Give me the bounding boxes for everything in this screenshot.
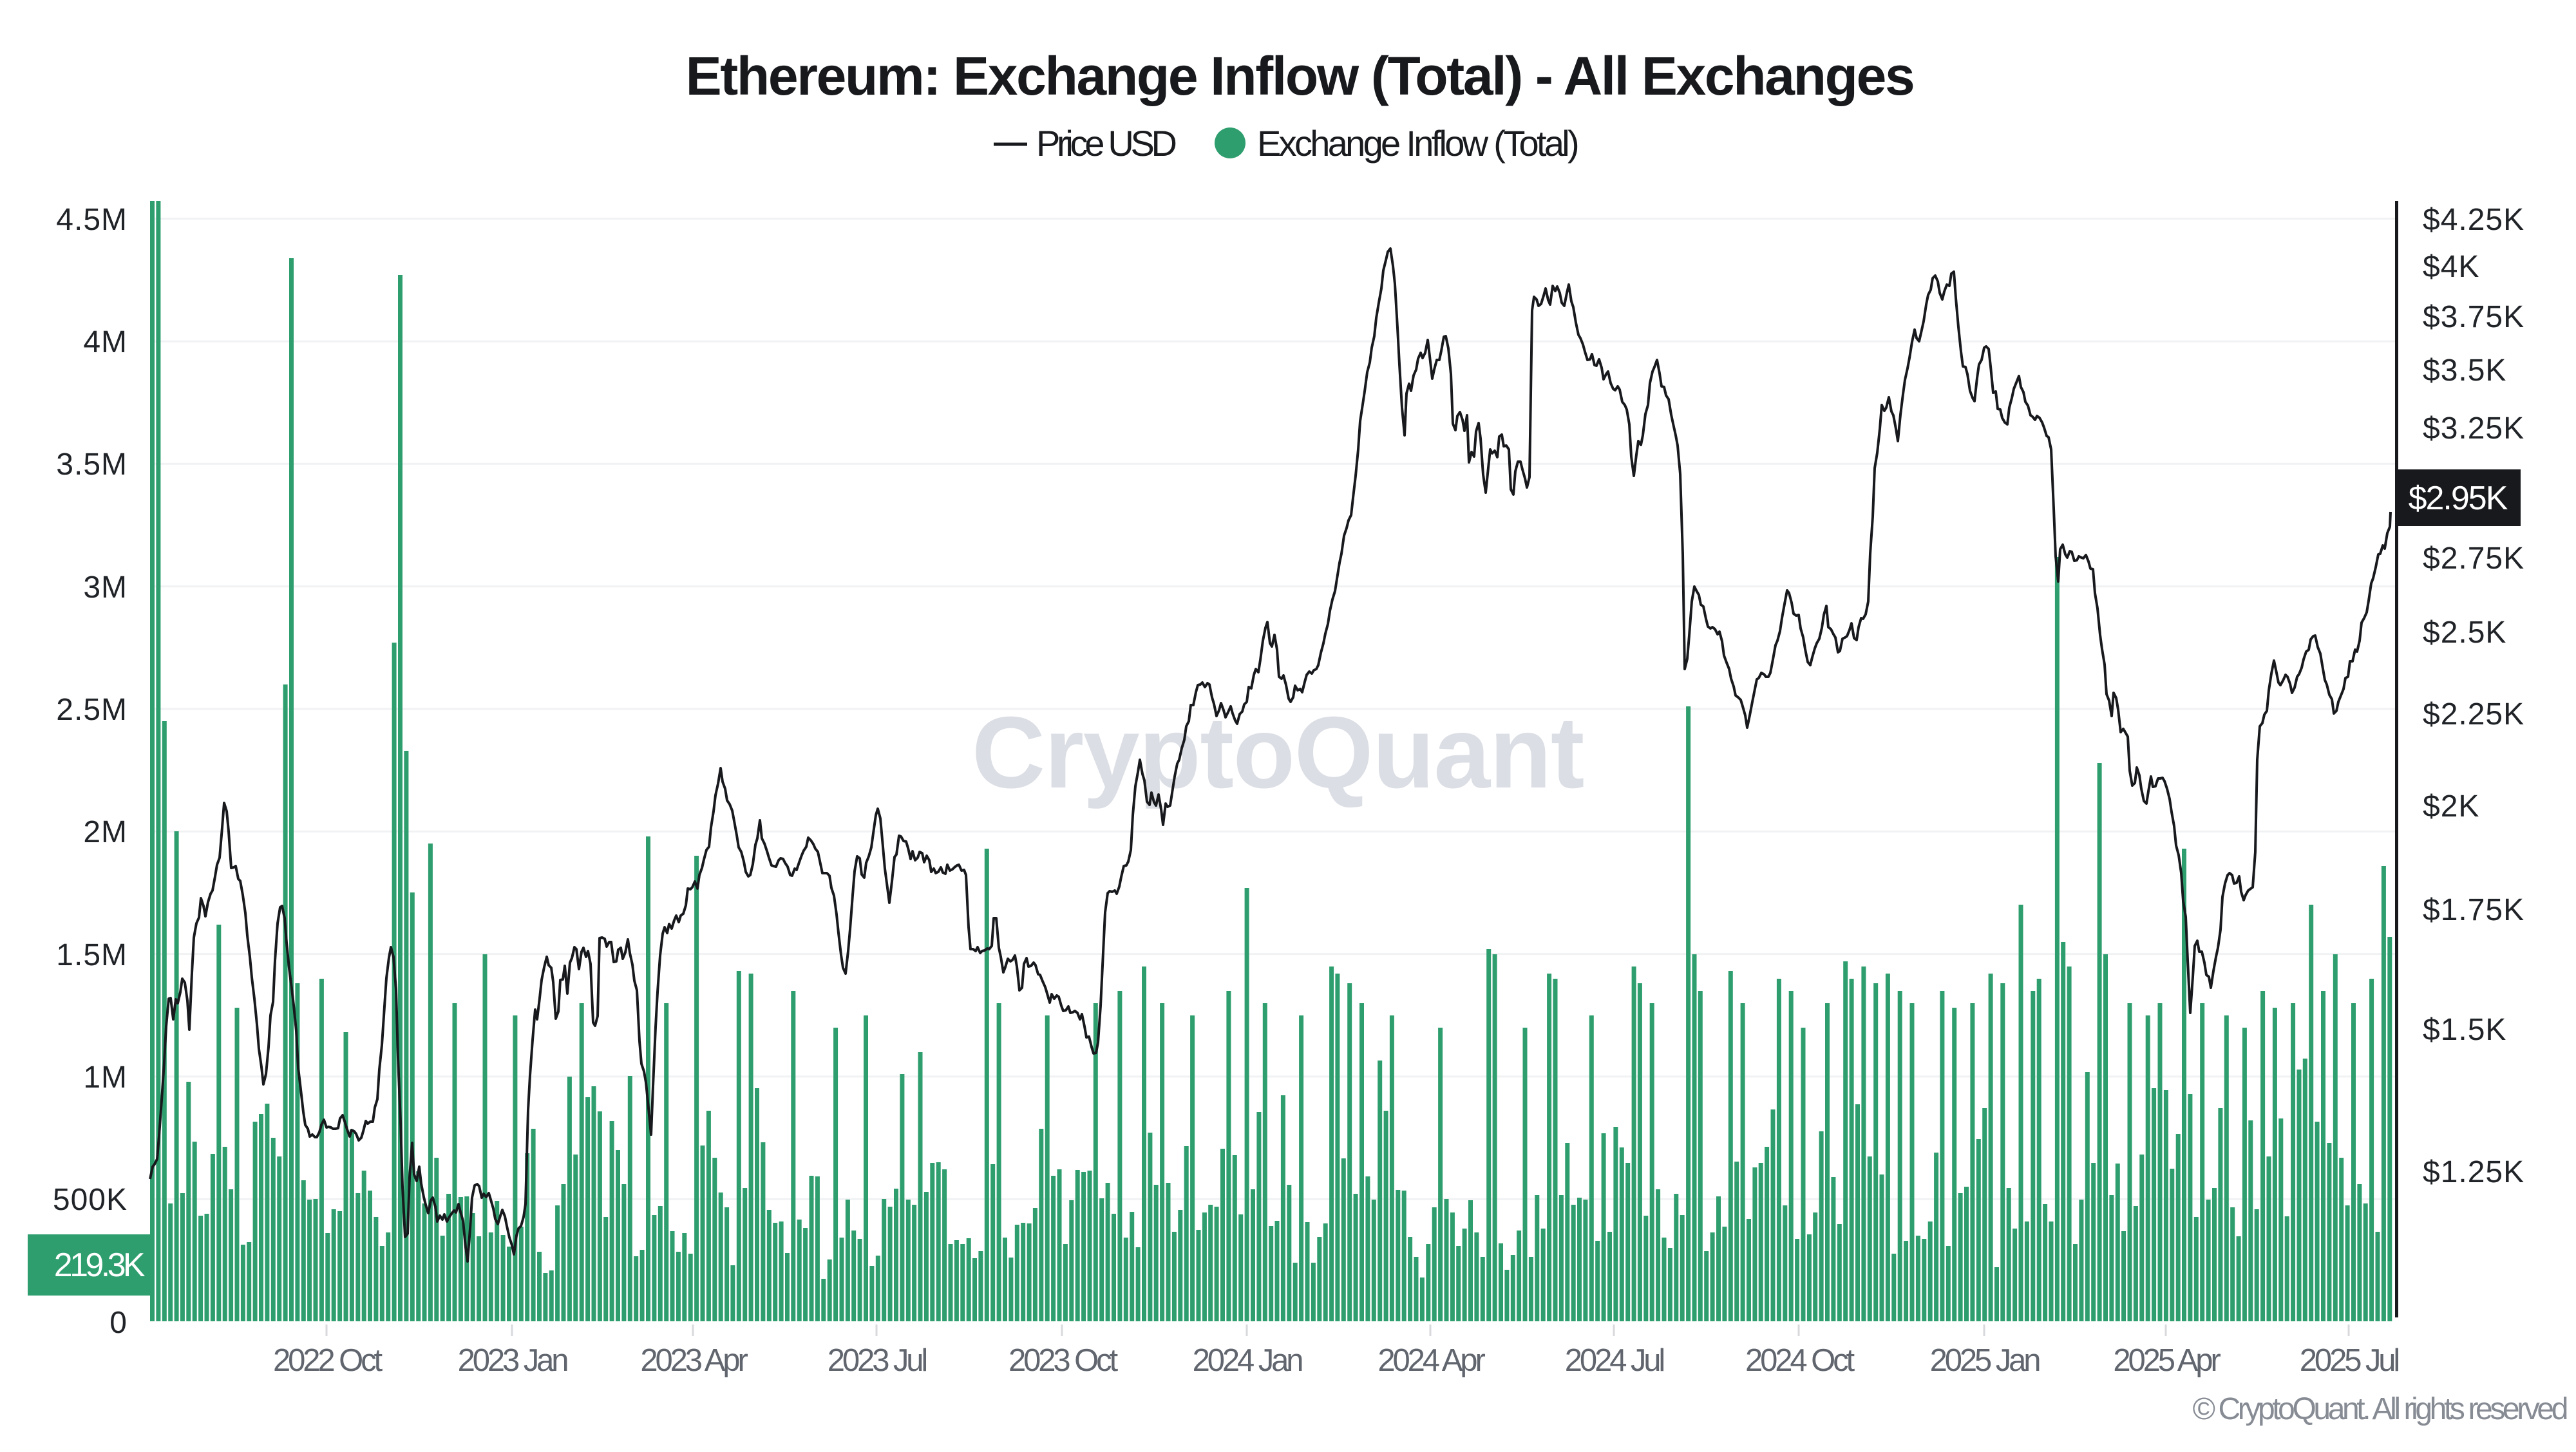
svg-text:$2.25K: $2.25K [2423, 697, 2524, 731]
svg-text:2023 Apr: 2023 Apr [640, 1343, 748, 1378]
svg-text:$2.75K: $2.75K [2423, 542, 2524, 576]
svg-text:3M: 3M [83, 570, 128, 605]
svg-text:Price USD: Price USD [1036, 123, 1176, 164]
svg-text:Exchange Inflow (Total): Exchange Inflow (Total) [1257, 123, 1578, 164]
svg-text:$1.75K: $1.75K [2423, 893, 2524, 927]
svg-text:2024 Oct: 2024 Oct [1745, 1343, 1855, 1378]
svg-text:2025 Apr: 2025 Apr [2113, 1343, 2221, 1378]
svg-text:2024 Apr: 2024 Apr [1378, 1343, 1485, 1378]
svg-text:$3.75K: $3.75K [2423, 300, 2524, 334]
svg-text:0: 0 [109, 1306, 128, 1340]
svg-text:$1.5K: $1.5K [2423, 1013, 2506, 1047]
svg-text:2M: 2M [83, 815, 128, 849]
svg-text:CryptoQuant: CryptoQuant [972, 696, 1584, 809]
svg-text:2024 Jan: 2024 Jan [1193, 1343, 1303, 1378]
svg-text:3.5M: 3.5M [56, 448, 128, 482]
svg-text:$2.5K: $2.5K [2423, 616, 2506, 650]
svg-text:1.5M: 1.5M [56, 938, 128, 972]
svg-text:2022 Oct: 2022 Oct [273, 1343, 383, 1378]
svg-text:$2.95K: $2.95K [2409, 480, 2508, 517]
svg-text:$2K: $2K [2423, 789, 2479, 824]
svg-text:2024 Jul: 2024 Jul [1565, 1343, 1664, 1378]
svg-text:$4.25K: $4.25K [2423, 203, 2524, 237]
svg-text:2025 Jan: 2025 Jan [1930, 1343, 2040, 1378]
svg-text:2023 Jul: 2023 Jul [828, 1343, 927, 1378]
svg-text:219.3K: 219.3K [54, 1247, 146, 1284]
svg-text:$3.25K: $3.25K [2423, 411, 2524, 446]
svg-text:$3.5K: $3.5K [2423, 354, 2506, 388]
svg-text:2023 Oct: 2023 Oct [1009, 1343, 1119, 1378]
svg-text:2023 Jan: 2023 Jan [458, 1343, 568, 1378]
svg-text:$4K: $4K [2423, 250, 2479, 284]
svg-text:4M: 4M [83, 325, 128, 359]
svg-text:1M: 1M [83, 1061, 128, 1095]
svg-text:Ethereum: Exchange Inflow (Tot: Ethereum: Exchange Inflow (Total) - All … [686, 46, 1914, 106]
svg-text:2025 Jul: 2025 Jul [2300, 1343, 2399, 1378]
svg-text:$1.25K: $1.25K [2423, 1155, 2524, 1189]
svg-text:4.5M: 4.5M [56, 203, 128, 237]
svg-text:2.5M: 2.5M [56, 693, 128, 727]
svg-text:© CryptoQuant. All rights rese: © CryptoQuant. All rights reserved [2193, 1392, 2567, 1426]
svg-text:500K: 500K [53, 1183, 128, 1217]
